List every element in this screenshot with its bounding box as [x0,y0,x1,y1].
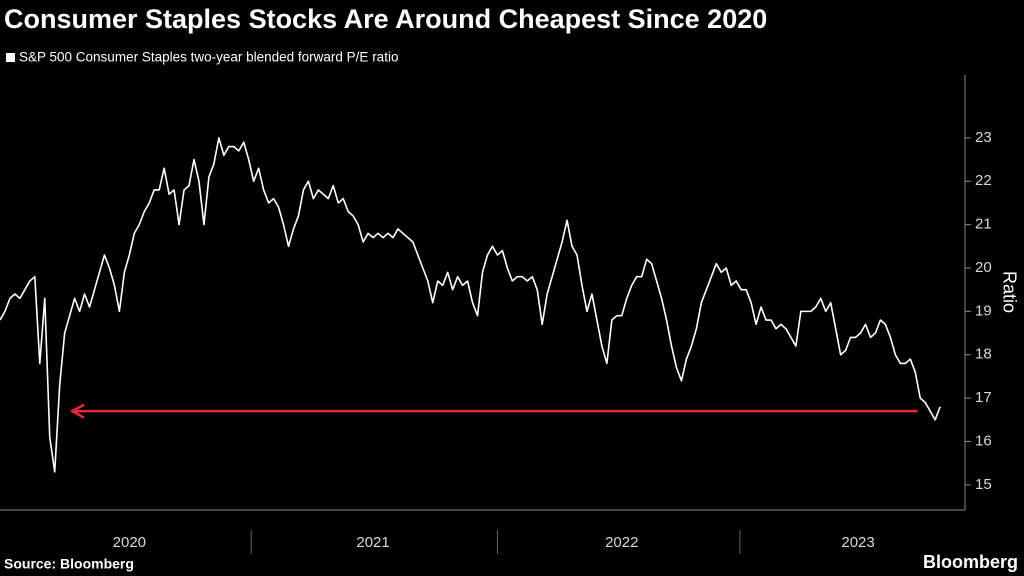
x-tick-label: 2022 [605,534,638,551]
series-line [0,137,941,473]
brand: Bloomberg [923,552,1018,572]
y-tick-label: 22 [975,172,992,189]
y-tick-label: 19 [975,302,992,319]
legend-label: S&P 500 Consumer Staples two-year blende… [19,50,398,65]
legend-swatch [6,53,15,62]
y-tick-label: 20 [975,259,992,276]
y-tick-label: 18 [975,346,992,363]
x-tick-label: 2023 [841,534,874,551]
y-tick-label: 16 [975,432,992,449]
y-axis-label: Ratio [999,271,1019,313]
y-tick-label: 15 [975,476,992,493]
y-tick-label: 17 [975,389,992,406]
y-tick-label: 21 [975,216,992,233]
chart-title: Consumer Staples Stocks Are Around Cheap… [4,4,767,34]
source: Source: Bloomberg [4,556,134,572]
y-tick-label: 23 [975,129,992,146]
x-tick-label: 2020 [113,534,146,551]
annotation-arrowhead [70,403,85,419]
x-tick-label: 2021 [356,534,389,551]
